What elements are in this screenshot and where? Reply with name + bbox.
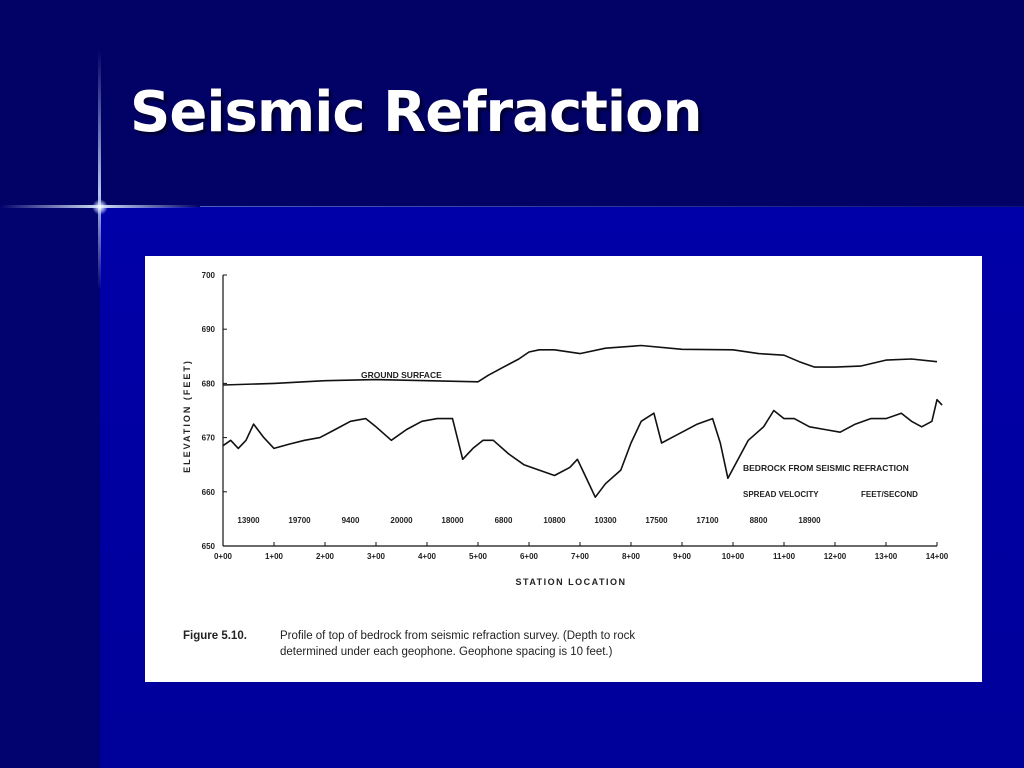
- x-tick-label: 3+00: [367, 552, 386, 561]
- spread-velocity-value: 6800: [495, 516, 513, 525]
- spread-velocity-value: 18900: [798, 516, 821, 525]
- spread-velocity-value: 8800: [750, 516, 768, 525]
- x-tick-label: 9+00: [673, 552, 692, 561]
- ground-surface-line: [222, 344, 938, 386]
- spread-velocity-value: 19700: [288, 516, 311, 525]
- title-band: [0, 0, 1024, 207]
- figure-label: Figure 5.10.: [183, 630, 247, 642]
- figure-caption-text: Profile of top of bedrock from seismic r…: [280, 630, 636, 658]
- seismic-profile-chart: 0+00 1+00 2+00 3+00 4+00 5+00 6+00 7+00 8+00 9+00…: [182, 271, 949, 587]
- x-axis-label: STATION LOCATION: [516, 577, 627, 587]
- slide-title: Seismic Refraction: [130, 80, 702, 145]
- spread-velocity-value: 20000: [390, 516, 413, 525]
- y-tick-label: 690: [202, 325, 216, 334]
- left-band: [0, 207, 100, 768]
- feet-per-second-label: FEET/SECOND: [861, 490, 918, 499]
- spread-velocity-value: 9400: [342, 516, 360, 525]
- divider-line: [200, 206, 1024, 207]
- x-tick-label: 7+00: [571, 552, 590, 561]
- y-tick-label: 670: [202, 434, 216, 443]
- x-tick-label: 1+00: [265, 552, 284, 561]
- x-tick-label: 4+00: [418, 552, 437, 561]
- x-tick-label: 5+00: [469, 552, 488, 561]
- spread-velocity-value: 18000: [441, 516, 464, 525]
- x-tick-label: 11+00: [773, 552, 796, 561]
- x-tick-label: 6+00: [520, 552, 539, 561]
- bedrock-label: BEDROCK FROM SEISMIC REFRACTION: [743, 463, 909, 473]
- x-tick-label: 10+00: [722, 552, 745, 561]
- lens-flare-center: [92, 199, 108, 215]
- lens-flare-vertical: [98, 50, 101, 290]
- x-tick-label: 8+00: [622, 552, 641, 561]
- chart-ticks: 0+00 1+00 2+00 3+00 4+00 5+00 6+00 7+00 8+00 9+00…: [202, 271, 949, 561]
- x-tick-label: 13+00: [875, 552, 898, 561]
- bedrock-line: [222, 398, 943, 498]
- spread-velocity-value: 10300: [594, 516, 617, 525]
- y-tick-label: 680: [202, 379, 216, 388]
- spread-velocity-labels: 13900 19700 9400 20000 18000 6800 10800 10300 17…: [237, 516, 821, 525]
- y-tick-label: 700: [202, 271, 216, 280]
- x-tick-label: 14+00: [926, 552, 949, 561]
- x-tick-label: 2+00: [316, 552, 335, 561]
- spread-velocity-value: 17100: [696, 516, 719, 525]
- spread-velocity-value: 13900: [237, 516, 260, 525]
- x-tick-label: 0+00: [214, 552, 233, 561]
- figure-panel: 0+00 1+00 2+00 3+00 4+00 5+00 6+00 7+00 8+00 9+00…: [145, 256, 982, 682]
- y-tick-label: 660: [202, 488, 216, 497]
- chart-axes: [222, 275, 937, 547]
- spread-velocity-value: 17500: [645, 516, 668, 525]
- spread-velocity-label: SPREAD VELOCITY: [743, 490, 819, 499]
- y-axis-label: ELEVATION (FEET): [182, 359, 192, 473]
- ground-surface-label: GROUND SURFACE: [361, 370, 442, 380]
- x-tick-label: 12+00: [824, 552, 847, 561]
- chart-series: [222, 344, 943, 498]
- spread-velocity-value: 10800: [543, 516, 566, 525]
- y-tick-label: 650: [202, 542, 216, 551]
